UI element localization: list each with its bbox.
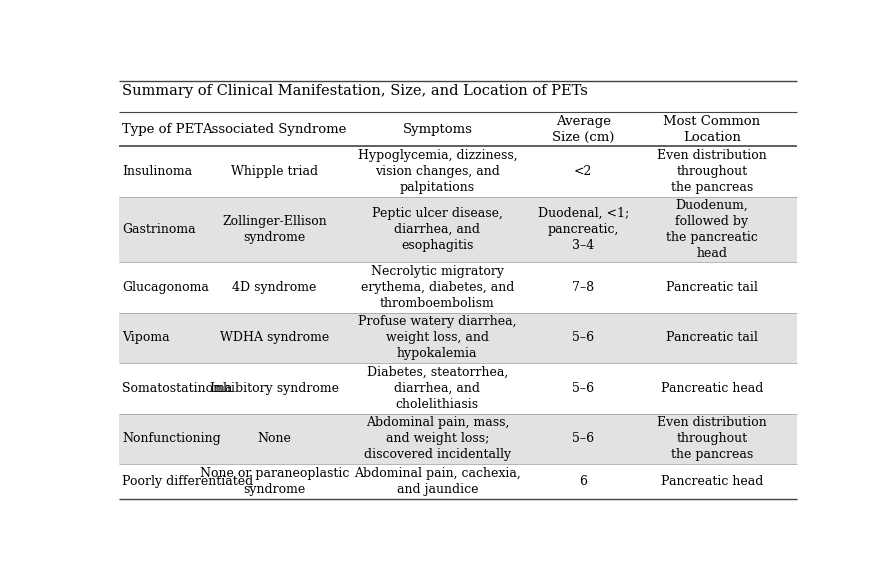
Text: Somatostatinoma: Somatostatinoma [122, 382, 232, 395]
Text: None or paraneoplastic
syndrome: None or paraneoplastic syndrome [200, 468, 349, 496]
Text: Pancreatic head: Pancreatic head [661, 475, 764, 488]
Text: Associated Syndrome: Associated Syndrome [203, 123, 346, 136]
Text: Pancreatic tail: Pancreatic tail [666, 331, 758, 344]
Text: Nonfunctioning: Nonfunctioning [122, 432, 221, 445]
Bar [119, 312, 797, 363]
Text: Insulinoma: Insulinoma [122, 165, 192, 178]
Bar [119, 197, 797, 262]
Text: Peptic ulcer disease,
diarrhea, and
esophagitis: Peptic ulcer disease, diarrhea, and esop… [371, 207, 503, 252]
Text: Diabetes, steatorrhea,
diarrhea, and
cholelithiasis: Diabetes, steatorrhea, diarrhea, and cho… [367, 366, 508, 411]
Text: 4D syndrome: 4D syndrome [232, 281, 317, 294]
Text: 5–6: 5–6 [572, 331, 594, 344]
Bar [119, 113, 797, 147]
Text: 7–8: 7–8 [572, 281, 594, 294]
Text: Average
Size (cm): Average Size (cm) [552, 115, 614, 144]
Text: Summary of Clinical Manifestation, Size, and Location of PETs: Summary of Clinical Manifestation, Size,… [122, 84, 588, 98]
Text: 5–6: 5–6 [572, 432, 594, 445]
Text: Abdominal pain, mass,
and weight loss;
discovered incidentally: Abdominal pain, mass, and weight loss; d… [363, 417, 511, 461]
Text: Profuse watery diarrhea,
weight loss, and
hypokalemia: Profuse watery diarrhea, weight loss, an… [358, 315, 516, 361]
Text: Necrolytic migratory
erythema, diabetes, and
thromboembolism: Necrolytic migratory erythema, diabetes,… [361, 265, 514, 310]
Bar [119, 363, 797, 414]
Bar [119, 464, 797, 499]
Text: Even distribution
throughout
the pancreas: Even distribution throughout the pancrea… [657, 417, 767, 461]
Text: None: None [257, 432, 291, 445]
Text: Abdominal pain, cachexia,
and jaundice: Abdominal pain, cachexia, and jaundice [354, 468, 521, 496]
Text: Duodenum,
followed by
the pancreatic
head: Duodenum, followed by the pancreatic hea… [666, 199, 758, 260]
Text: Glucagonoma: Glucagonoma [122, 281, 209, 294]
Bar [119, 414, 797, 464]
Text: Zollinger-Ellison
syndrome: Zollinger-Ellison syndrome [222, 215, 327, 244]
Text: <2: <2 [574, 165, 592, 178]
Bar [119, 147, 797, 197]
Text: Symptoms: Symptoms [403, 123, 472, 136]
Text: Poorly differentiated: Poorly differentiated [122, 475, 254, 488]
Text: Whipple triad: Whipple triad [231, 165, 318, 178]
Text: Even distribution
throughout
the pancreas: Even distribution throughout the pancrea… [657, 149, 767, 194]
Bar [119, 262, 797, 312]
Text: Inhibitory syndrome: Inhibitory syndrome [210, 382, 339, 395]
Text: 6: 6 [580, 475, 587, 488]
Text: Gastrinoma: Gastrinoma [122, 223, 196, 236]
Text: WDHA syndrome: WDHA syndrome [220, 331, 330, 344]
Text: Pancreatic tail: Pancreatic tail [666, 281, 758, 294]
Text: Most Common
Location: Most Common Location [663, 115, 761, 144]
Text: Type of PET: Type of PET [122, 123, 203, 136]
Text: Vipoma: Vipoma [122, 331, 170, 344]
Text: 5–6: 5–6 [572, 382, 594, 395]
Text: Duodenal, <1;
pancreatic,
3–4: Duodenal, <1; pancreatic, 3–4 [538, 207, 629, 252]
Bar [119, 81, 797, 113]
Text: Hypoglycemia, dizziness,
vision changes, and
palpitations: Hypoglycemia, dizziness, vision changes,… [357, 149, 517, 194]
Text: Pancreatic head: Pancreatic head [661, 382, 764, 395]
